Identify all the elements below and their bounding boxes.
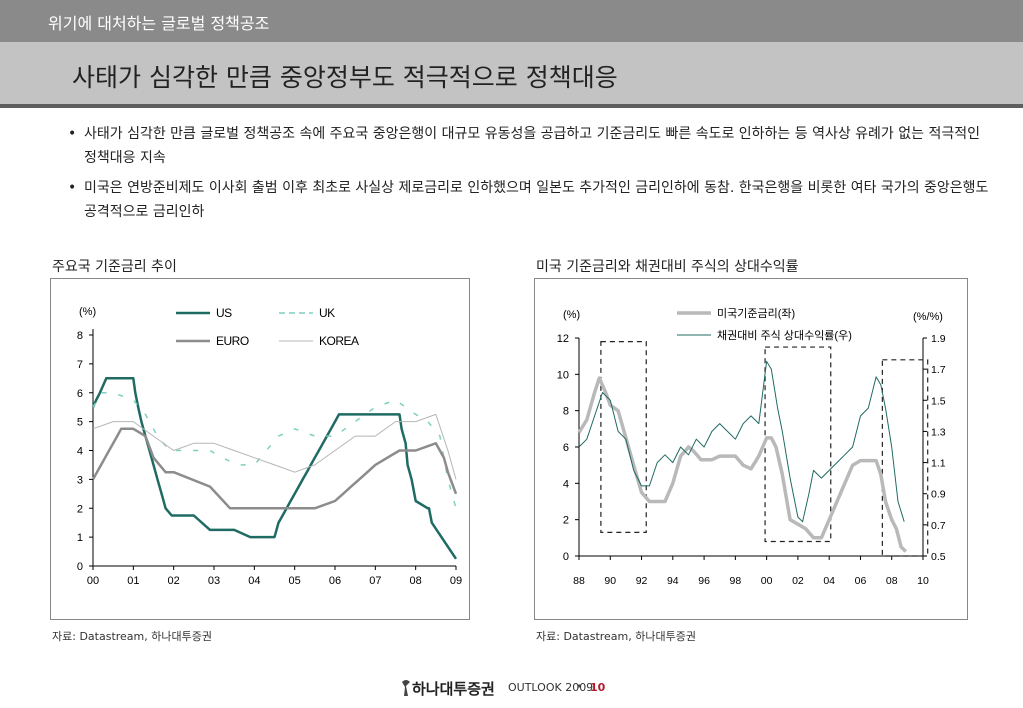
x-tick-label: 03 <box>208 575 220 587</box>
brand-name: 하나대투증권 <box>412 680 495 698</box>
y-tick-label: 3 <box>77 474 83 486</box>
section-title: 위기에 대처하는 글로벌 정책공조 <box>48 14 270 33</box>
x-tick-label: 02 <box>792 575 804 587</box>
x-tick-label: 96 <box>698 575 710 587</box>
x-tick-label: 04 <box>248 575 260 587</box>
y-tick-label: 6 <box>77 388 83 400</box>
y-tick-label: 2 <box>77 503 83 515</box>
right-chart: (%) (%/%)0246810120.50.70.91.11.31.51.71.… <box>557 307 946 587</box>
x-tick-label: 00 <box>87 575 99 587</box>
y-tick-right-label: 1.5 <box>931 395 946 407</box>
dashed-highlight-box <box>764 346 832 543</box>
y-tick-left-label: 0 <box>563 551 569 563</box>
legend-label-uk: UK <box>319 306 335 320</box>
footer: 하나대투증권 OUTLOOK 2009 • 10 <box>400 676 660 700</box>
right-source: 자료: Datastream, 하나대투증권 <box>536 630 696 643</box>
y-tick-left-label: 8 <box>563 406 569 418</box>
legend-label-us-policy-rate: 미국기준금리(좌) <box>717 307 795 320</box>
title-bar: 사태가 심각한 만큼 중앙정부도 적극적으로 정책대응 <box>0 42 1023 108</box>
y-tick-right-label: 0.7 <box>931 520 946 532</box>
x-tick-label: 01 <box>127 575 139 587</box>
legend-label-equity-bond-relative-return: 채권대비 주식 상대수익률(우) <box>717 329 852 342</box>
y-tick-right-label: 1.7 <box>931 364 946 376</box>
x-tick-label: 02 <box>168 575 180 587</box>
series-line-korea <box>92 413 457 480</box>
dashed-highlight-box <box>600 341 647 533</box>
dashed-highlight-box <box>881 359 929 557</box>
x-tick-label: 90 <box>604 575 616 587</box>
y-tick-left-label: 12 <box>557 333 569 345</box>
x-tick-label: 94 <box>667 575 679 587</box>
bullet-marker-icon: • <box>68 180 77 196</box>
x-tick-label: 88 <box>573 575 585 587</box>
right-chart-title: 미국 기준금리와 채권대비 주식의 상대수익률 <box>536 259 799 275</box>
left-chart-frame: (%) 0 1 2 3 4 5 6 7 8 00 01 02 03 04 05 06 07 08 09 US UK EURO… <box>50 278 470 620</box>
y-tick-right-label: 0.5 <box>931 551 946 563</box>
series-line-us-policy-rate <box>577 376 908 553</box>
y-tick-label: 1 <box>77 532 83 544</box>
y-tick-right-label: 0.9 <box>931 489 946 501</box>
x-tick-label: 06 <box>855 575 867 587</box>
x-tick-label: 98 <box>730 575 742 587</box>
footer-separator: • <box>576 680 583 693</box>
x-tick-label: 06 <box>329 575 341 587</box>
bullet-item: • 미국은 연방준비제도 이사회 출범 이후 최초로 사실상 제로금리로 인하했… <box>64 176 994 224</box>
right-chart-frame: (%) (%/%) 0 2 4 6 8 10 12 0.5 0.7 0.9 1.1 1.3 1.5 1.7 1.… <box>534 278 968 620</box>
x-tick-label: 92 <box>636 575 648 587</box>
legend-label-us: US <box>216 306 232 320</box>
left-chart-title: 주요국 기준금리 추이 <box>52 259 177 275</box>
bullet-item: • 사태가 심각한 만큼 글로벌 정책공조 속에 주요국 중앙은행이 대규모 유… <box>64 122 994 170</box>
y-tick-label: 8 <box>77 330 83 342</box>
y-tick-left-label: 2 <box>563 515 569 527</box>
y-tick-right-label: 1.1 <box>931 458 946 470</box>
y-tick-left-label: 4 <box>563 478 569 490</box>
x-tick-label: 08 <box>410 575 422 587</box>
x-tick-label: 05 <box>289 575 301 587</box>
legend-label-euro: EURO <box>216 334 249 348</box>
x-tick-label: 08 <box>886 575 898 587</box>
top-bar: 위기에 대처하는 글로벌 정책공조 <box>0 0 1023 42</box>
y-axis-right-unit-label: (%/%) <box>913 311 943 323</box>
bullet-text: 사태가 심각한 만큼 글로벌 정책공조 속에 주요국 중앙은행이 대규모 유동성… <box>84 126 980 166</box>
x-tick-label: 07 <box>369 575 381 587</box>
y-axis-left-unit-label: (%) <box>563 309 580 321</box>
series-line-euro <box>91 427 458 510</box>
series-line-us <box>91 377 458 560</box>
page-number: 10 <box>590 681 606 694</box>
left-source: 자료: Datastream, 하나대투증권 <box>52 630 212 643</box>
page-title: 사태가 심각한 만큼 중앙정부도 적극적으로 정책대응 <box>72 63 618 92</box>
x-tick-label: 00 <box>761 575 773 587</box>
y-tick-label: 0 <box>77 561 83 573</box>
y-tick-left-label: 10 <box>557 369 569 381</box>
x-tick-label: 04 <box>823 575 835 587</box>
outlook-label: OUTLOOK 2009 <box>508 681 594 694</box>
y-tick-label: 7 <box>77 359 83 371</box>
y-tick-right-label: 1.3 <box>931 426 946 438</box>
bullet-text: 미국은 연방준비제도 이사회 출범 이후 최초로 사실상 제로금리로 인하했으며… <box>84 180 989 220</box>
brand-logo-icon <box>402 680 410 696</box>
x-tick-label: 09 <box>450 575 462 587</box>
y-axis-unit-label: (%) <box>79 306 96 318</box>
y-tick-label: 5 <box>77 417 83 429</box>
series-line-uk <box>92 392 457 509</box>
bullet-list: • 사태가 심각한 만큼 글로벌 정책공조 속에 주요국 중앙은행이 대규모 유… <box>64 122 994 230</box>
y-tick-right-label: 1.9 <box>931 333 946 345</box>
y-tick-label: 4 <box>77 446 83 458</box>
legend-label-korea: KOREA <box>319 334 359 348</box>
bullet-marker-icon: • <box>68 126 77 142</box>
series-line-equity-bond-relative-return <box>578 360 905 523</box>
x-tick-label: 10 <box>917 575 929 587</box>
y-tick-left-label: 6 <box>563 442 569 454</box>
